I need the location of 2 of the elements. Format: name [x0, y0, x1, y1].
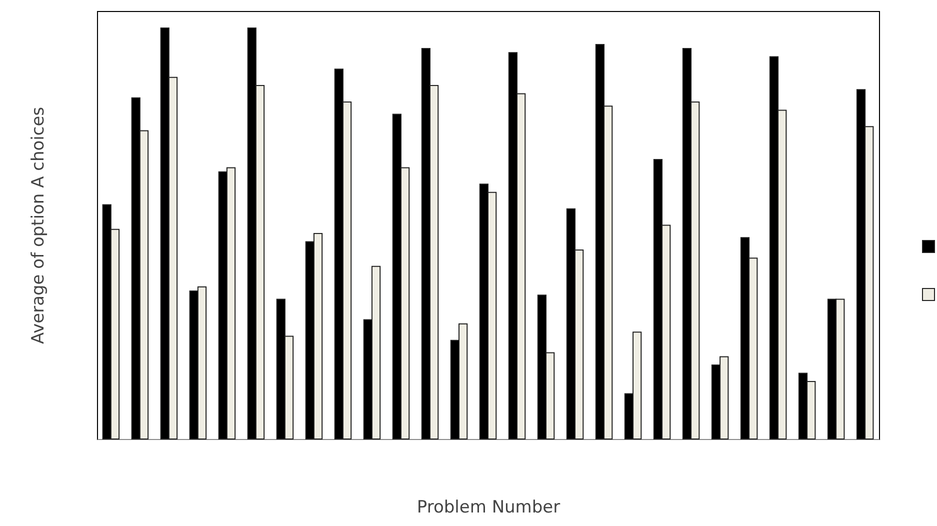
y-axis-title: Average of option A choices [28, 106, 48, 344]
x-axis-title: Problem Number [416, 498, 560, 518]
